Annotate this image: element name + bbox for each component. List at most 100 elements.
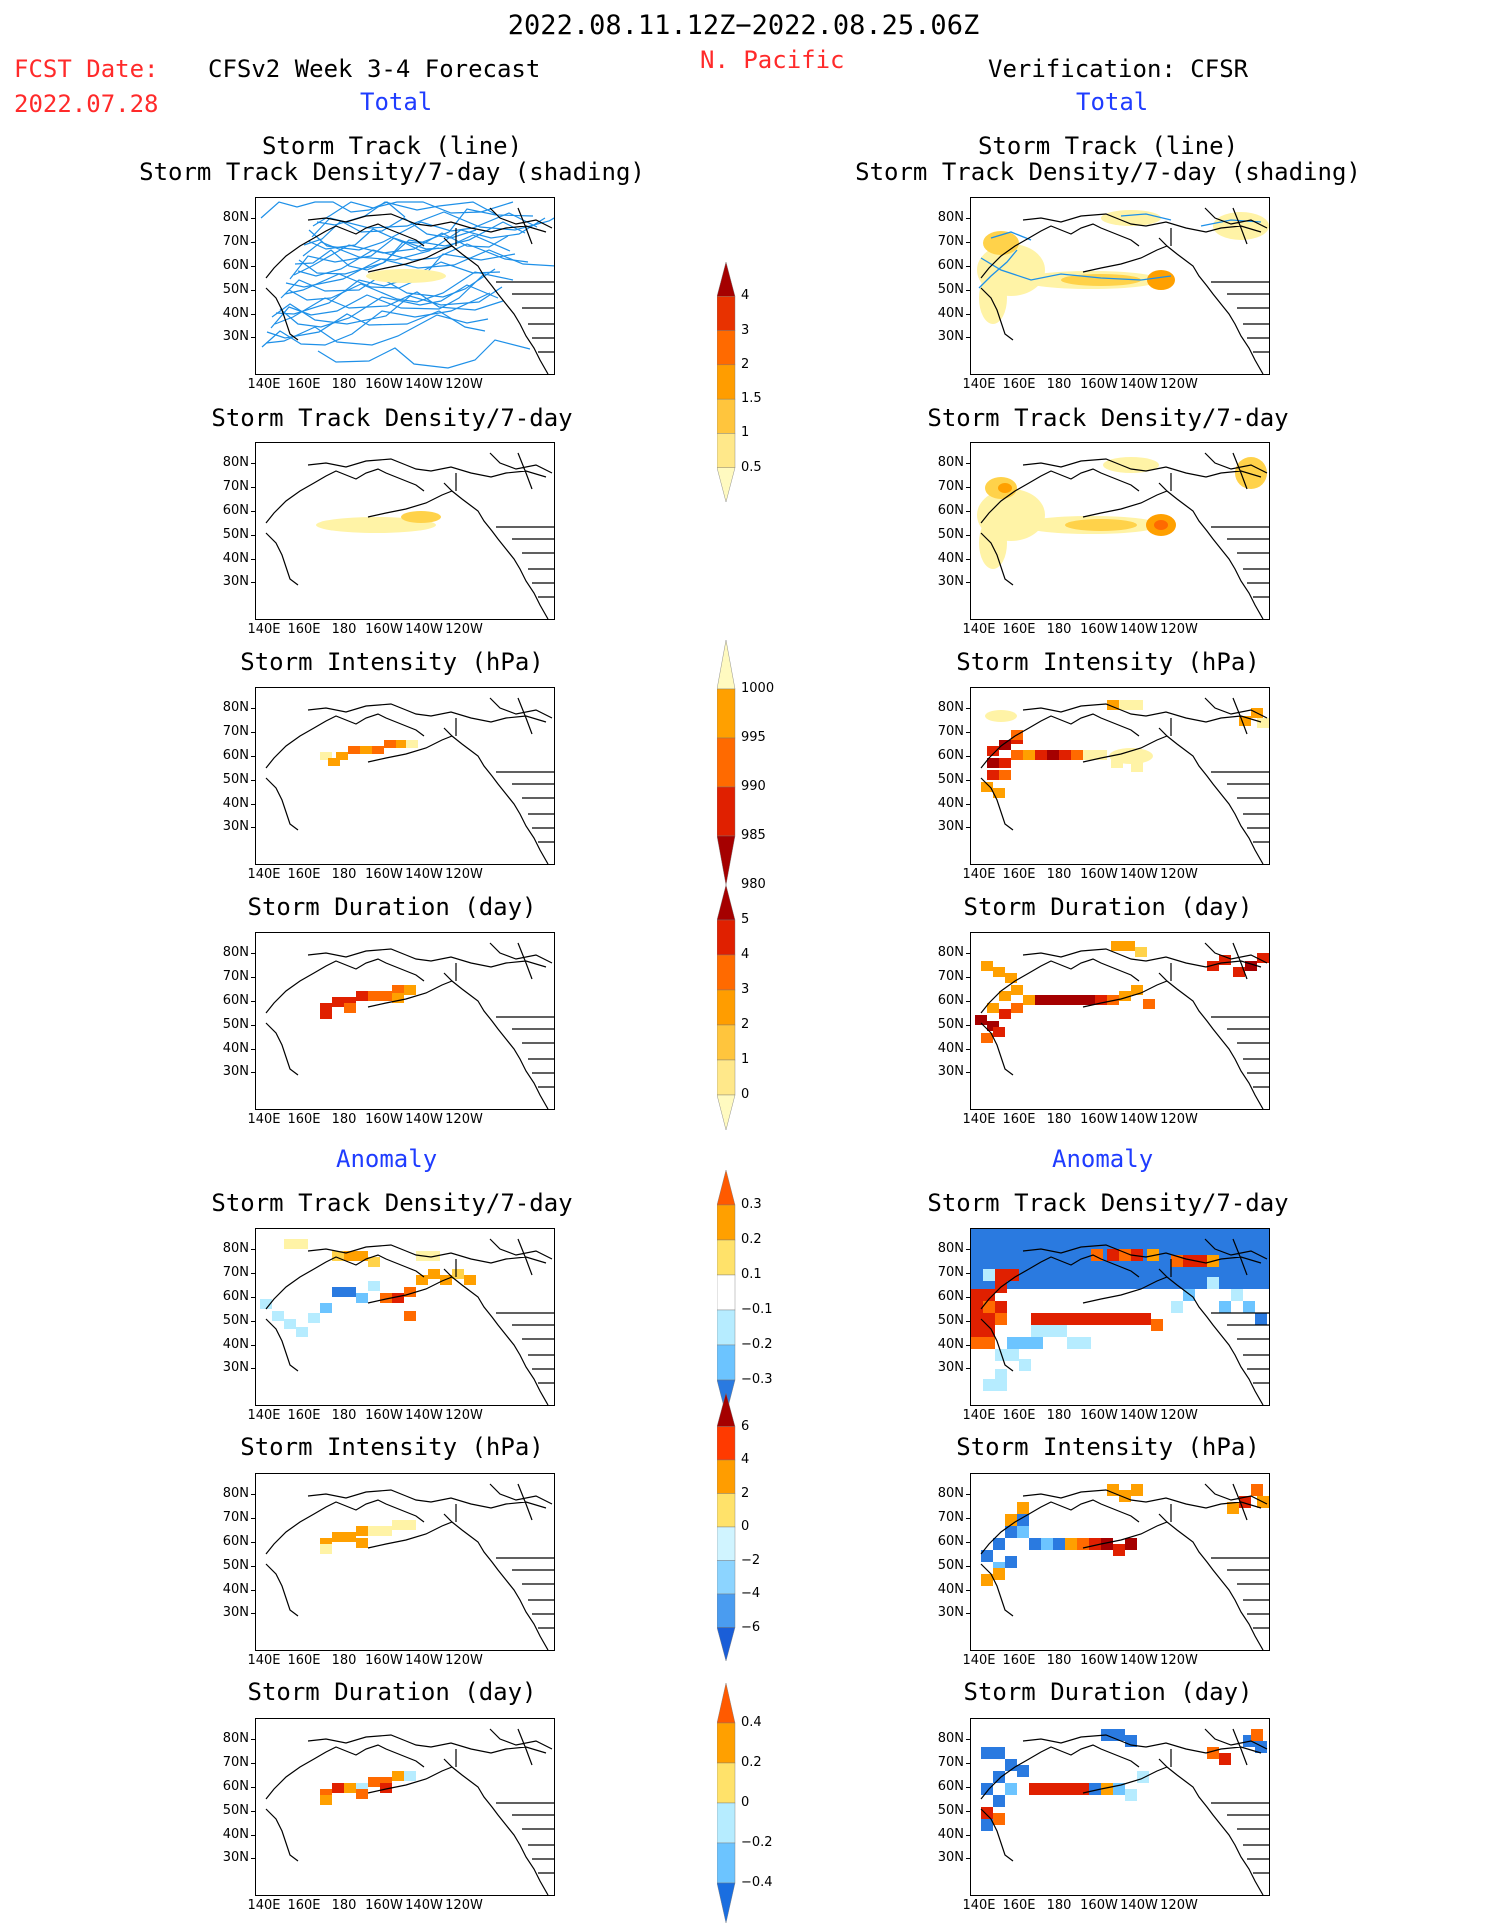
lon-label: 120W [445,377,483,392]
colorbar-label: 2 [741,1485,750,1501]
lat-label: 50N [937,1558,964,1573]
lat-tick [966,804,971,805]
lat-label: 60N [937,258,964,273]
colorbar-segment [717,737,736,788]
map-panel-lines-forecast [255,197,555,375]
colorbar-label: 0 [741,1519,750,1534]
colorbar-segment [717,467,736,503]
lat-label: 40N [222,796,249,811]
lat-label: 80N [937,455,964,470]
lat-label: 50N [222,772,249,787]
lat-tick [251,977,256,978]
lat-label: 40N [937,1337,964,1352]
colorbar-label: 1000 [741,681,775,696]
colorbar-segment [717,1204,736,1241]
lon-label: 160E [1002,1112,1036,1127]
lat-tick [966,1025,971,1026]
colorbar-label: 0 [741,1795,750,1810]
colorbar-segment [717,688,736,739]
lon-label: 120W [1160,1112,1198,1127]
lat-label: 80N [937,945,964,960]
colorbar-label: 0.2 [741,1755,762,1770]
colorbar-label: −0.2 [741,1835,773,1850]
lat-tick [251,1739,256,1740]
lat-label: 70N [222,969,249,984]
title-r1b: Storm Track Density/7-day (shading) [855,158,1361,186]
lat-label: 40N [937,1582,964,1597]
map-shading [260,201,554,374]
colorbar-label: 5 [741,912,750,927]
lat-tick [966,535,971,536]
coastline [980,1483,1269,1650]
coastline [265,942,554,1109]
lat-tick [251,266,256,267]
lat-tick [966,1613,971,1614]
colorbar-segment [717,1762,736,1804]
colorbar-label: 2 [741,1017,750,1032]
lon-label: 160W [365,377,403,392]
lon-label: 140W [1120,1653,1158,1668]
lat-tick [251,1858,256,1859]
lon-label: 160E [1002,1653,1036,1668]
lon-label: 180 [1046,1898,1072,1913]
colorbar-segment [717,640,736,690]
map-panel-duration-forecast [255,932,555,1110]
lat-tick [251,582,256,583]
colorbar-label: 985 [741,828,766,843]
colorbar-segment [717,919,736,956]
lat-label: 30N [937,1360,964,1375]
lon-label: 160W [365,867,403,882]
lon-label: 160E [287,1653,321,1668]
lon-label: 140E [247,1653,281,1668]
lon-label: 160W [1080,377,1118,392]
map-panel-dur_anom-forecast [255,1718,555,1896]
lat-tick [251,1566,256,1567]
lat-tick [966,1590,971,1591]
lon-label: 140E [962,1898,996,1913]
left-total-label: Total [360,88,433,116]
colorbar-intensity [717,640,736,886]
lat-tick [966,218,971,219]
title-l2: Storm Track Density/7-day [211,404,573,432]
colorbar-label: 990 [741,779,766,794]
lat-tick [251,804,256,805]
lat-label: 40N [222,1337,249,1352]
lat-label: 30N [222,1360,249,1375]
lat-label: 40N [937,796,964,811]
lat-label: 50N [937,1803,964,1818]
colorbar-segment [717,989,736,1026]
colorbar-segment [717,1683,736,1724]
colorbar-label: 1 [741,425,750,441]
lat-tick [251,218,256,219]
lon-label: 140W [1120,622,1158,637]
colorbar-label: −0.4 [741,1875,773,1890]
colorbar-label: 4 [741,1452,750,1467]
lat-label: 30N [937,1850,964,1865]
left-title: CFSv2 Week 3-4 Forecast [208,55,541,83]
lat-tick [251,1542,256,1543]
map-shading [977,452,1269,619]
lat-tick [966,1049,971,1050]
lat-label: 30N [222,1605,249,1620]
lat-label: 60N [937,748,964,763]
lat-label: 30N [222,819,249,834]
colorbar-label: −4 [741,1586,761,1601]
lat-tick [251,1811,256,1812]
lat-tick [966,1249,971,1250]
coastline [265,207,554,374]
lat-tick [251,827,256,828]
lat-label: 60N [222,993,249,1008]
coastline [265,1483,554,1650]
lat-tick [251,1613,256,1614]
lat-label: 50N [222,1017,249,1032]
lat-label: 60N [937,1289,964,1304]
lat-label: 30N [222,329,249,344]
lat-label: 60N [937,1779,964,1794]
lon-label: 180 [331,867,357,882]
title-l1b: Storm Track Density/7-day (shading) [139,158,645,186]
region-label: N. Pacific [700,46,845,74]
lon-label: 120W [1160,1653,1198,1668]
lat-label: 80N [937,210,964,225]
lon-label: 180 [331,1112,357,1127]
map-shading [980,697,1269,864]
